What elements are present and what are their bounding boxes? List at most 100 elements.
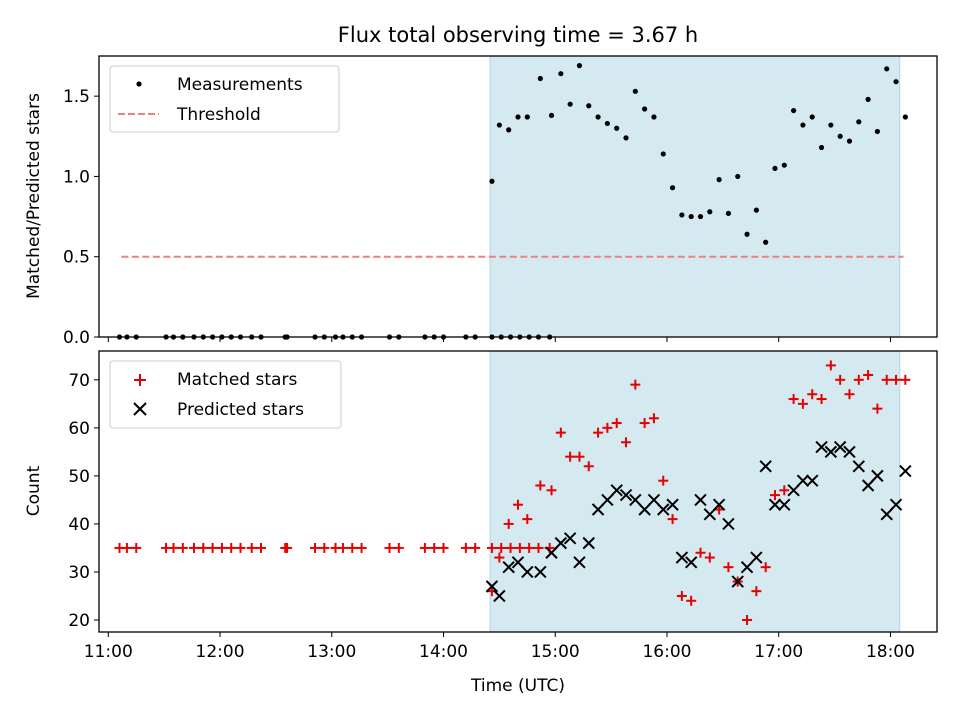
ratio-panel: 0.0 0.5 1.0 1.5 Matched/Predicted stars Mea… <box>24 55 938 348</box>
matched-stars-point <box>779 485 790 496</box>
matched-stars-point <box>513 499 523 510</box>
predicted-stars-point <box>703 508 717 521</box>
predicted-stars-point <box>871 469 884 483</box>
matched-stars-point <box>337 542 348 553</box>
predicted-stars-point <box>889 498 903 511</box>
y-tick-label: 1.5 <box>63 87 90 107</box>
matched-stars-point <box>514 542 525 553</box>
predicted-stars-point <box>511 556 525 569</box>
measurements-point <box>809 114 815 120</box>
count-panel-observing-window <box>489 350 901 633</box>
count-panel-legend: Matched stars Predicted stars <box>109 360 342 429</box>
measurements-point <box>548 112 555 119</box>
matched-stars-point <box>658 475 669 486</box>
ratio-panel-y-axis-label: Matched/Predicted stars <box>24 93 44 299</box>
ratio-panel-frame <box>98 55 938 338</box>
measurements-point <box>604 120 610 127</box>
matched-stars-point <box>470 542 481 553</box>
measurements-point <box>725 210 732 216</box>
matched-stars-point <box>438 542 449 553</box>
measurements-point <box>537 75 543 82</box>
measurements-point <box>632 88 638 94</box>
y-tick-label: 0.5 <box>63 248 90 268</box>
predicted-stars-point <box>502 560 515 574</box>
x-tick-label: 11:00 <box>84 642 133 662</box>
x-tick-label: 13:00 <box>307 642 356 662</box>
matched-stars-point <box>522 514 533 525</box>
matched-stars-point <box>188 542 199 553</box>
measurements-point <box>874 128 881 135</box>
legend-marker-matched-stars <box>134 374 146 386</box>
matched-stars-point <box>630 379 641 390</box>
matched-stars-point <box>676 590 687 601</box>
matched-stars-point <box>310 542 321 553</box>
predicted-stars-point <box>712 498 726 511</box>
predicted-stars-point <box>666 498 679 511</box>
matched-stars-point <box>546 485 557 496</box>
matched-stars-point <box>825 360 836 371</box>
measurements-point <box>865 96 871 102</box>
matched-stars-point <box>686 595 697 606</box>
measurements-point <box>781 162 787 168</box>
x-tick-label: 12:00 <box>196 642 245 662</box>
predicted-stars-point <box>806 474 819 487</box>
predicted-stars-point <box>815 440 828 454</box>
count-panel: 20 30 40 50 60 70 11:00 12:00 13:00 14:00 15:00 16… <box>24 350 938 696</box>
matched-stars-point <box>881 374 892 385</box>
predicted-stars-point <box>852 460 865 473</box>
matched-stars-point <box>524 542 535 553</box>
matched-stars-point <box>639 418 650 429</box>
predicted-stars-point <box>843 445 856 459</box>
x-tick-label: 16:00 <box>642 642 691 662</box>
matched-stars-point <box>621 437 632 448</box>
x-axis-label: Time (UTC) <box>470 676 565 696</box>
matched-stars-point <box>602 422 613 433</box>
measurements-point <box>837 133 843 139</box>
matched-stars-point <box>384 542 395 553</box>
matched-stars-point <box>872 403 883 414</box>
measurements-point <box>772 165 778 171</box>
predicted-stars-point <box>750 551 763 564</box>
predicted-stars-point <box>796 474 810 487</box>
measurements-point <box>818 144 825 151</box>
matched-stars-point <box>256 542 267 553</box>
measurements-point <box>489 178 495 184</box>
matched-stars-point <box>891 374 902 385</box>
predicted-stars-point <box>521 565 534 579</box>
legend-marker-measurements <box>136 81 142 87</box>
matched-stars-point <box>282 542 293 553</box>
matched-stars-point <box>503 518 514 529</box>
legend-marker-predicted-stars <box>133 402 147 416</box>
measurements-point <box>515 114 521 120</box>
matched-stars-point <box>347 542 358 553</box>
predicted-stars-point <box>759 460 772 473</box>
measurements-point <box>669 185 676 191</box>
y-tick-label: 30 <box>68 563 90 583</box>
predicted-stars-point <box>722 517 735 531</box>
matched-stars-point <box>533 542 544 553</box>
matched-stars-point <box>807 389 818 400</box>
matched-stars-point <box>207 542 218 553</box>
measurements-point <box>660 151 666 157</box>
matched-stars-point <box>704 552 715 563</box>
predicted-stars-point <box>731 575 744 588</box>
matched-stars-point <box>574 451 585 462</box>
matched-stars-point <box>555 427 566 438</box>
matched-stars-point <box>565 451 576 462</box>
measurements-point <box>679 212 685 218</box>
predicted-stars-point <box>554 536 568 550</box>
measurements-point <box>884 66 890 72</box>
measurements-point <box>576 63 583 69</box>
measurements-point <box>744 231 750 237</box>
x-tick-label: 15:00 <box>531 642 580 662</box>
measurements-point <box>735 173 741 180</box>
measurements-point <box>707 209 713 215</box>
measurements-point <box>716 177 722 183</box>
matched-stars-point <box>797 398 808 409</box>
matched-stars-point <box>863 370 874 381</box>
matched-stars-point <box>900 374 911 385</box>
predicted-stars-point <box>619 488 633 502</box>
measurements-point <box>506 127 512 133</box>
predicted-stars-point <box>485 580 499 593</box>
